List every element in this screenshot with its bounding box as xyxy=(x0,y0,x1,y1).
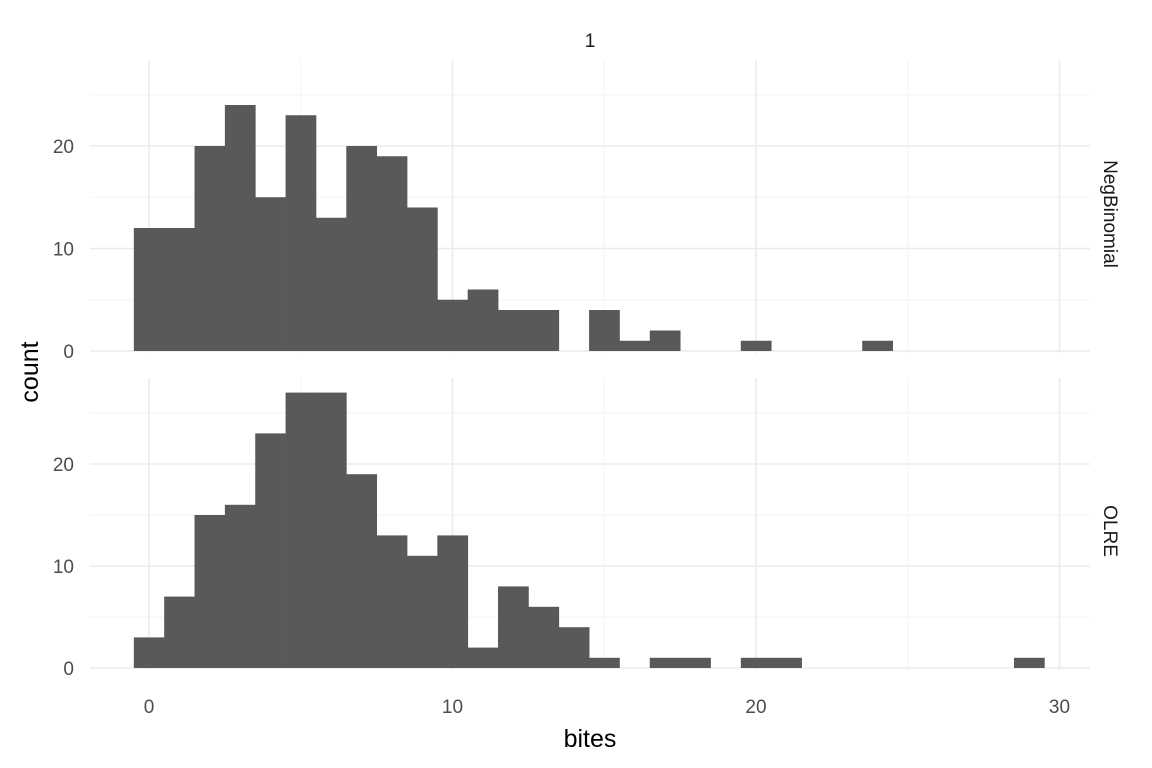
histogram-bar xyxy=(437,299,469,351)
histogram-bar xyxy=(498,586,529,668)
histogram-bar xyxy=(649,657,681,668)
histogram-bar xyxy=(649,330,681,351)
histogram-bar xyxy=(194,515,226,668)
histogram-bar xyxy=(255,197,286,351)
y-axis-title: count xyxy=(16,341,44,402)
histogram-bar xyxy=(1013,657,1045,668)
x-tick-label: 0 xyxy=(144,697,155,718)
histogram-bar xyxy=(437,535,469,668)
histogram-bar xyxy=(255,433,286,668)
histogram-bar xyxy=(771,657,802,668)
histogram-bar xyxy=(346,474,378,668)
histogram-bar xyxy=(862,340,893,351)
histogram-bar xyxy=(285,115,317,351)
x-tick-label: 10 xyxy=(442,697,463,718)
histogram-bar xyxy=(224,105,256,351)
row-facet-label-negbinomial: NegBinomial xyxy=(1099,160,1120,268)
column-facet-label: 1 xyxy=(585,31,596,52)
histogram-bar xyxy=(498,310,529,351)
x-tick-label: 20 xyxy=(745,697,766,718)
histogram-bar xyxy=(133,637,165,668)
histogram-bar xyxy=(680,657,711,668)
histogram-bar xyxy=(740,657,772,668)
histogram-bar xyxy=(346,146,378,351)
histogram-bar xyxy=(315,392,347,668)
y-tick-label: 20 xyxy=(53,137,74,158)
histogram-bar xyxy=(376,156,408,351)
histogram-bar xyxy=(194,146,226,351)
histogram-bar xyxy=(285,392,317,668)
histogram-bar xyxy=(589,657,620,668)
histogram-bar xyxy=(558,627,590,668)
histogram-bar xyxy=(589,310,620,351)
y-tick-label: 10 xyxy=(53,557,74,578)
histogram-bar xyxy=(619,340,651,351)
row-facet-label-olre: OLRE xyxy=(1099,505,1120,557)
histogram-bar xyxy=(406,207,438,351)
histogram-bar xyxy=(467,289,499,351)
histogram-bar xyxy=(376,535,408,668)
histogram-bar xyxy=(315,217,347,351)
y-tick-label: 0 xyxy=(63,659,74,680)
histogram-bar xyxy=(164,596,195,668)
histogram-bar xyxy=(164,228,195,351)
histogram-bar xyxy=(528,606,560,668)
histogram-bar xyxy=(740,340,772,351)
y-tick-label: 0 xyxy=(63,342,74,363)
histogram-bar xyxy=(406,555,438,668)
y-tick-label: 10 xyxy=(53,240,74,261)
histogram-bar xyxy=(224,504,256,668)
y-tick-label: 20 xyxy=(53,455,74,476)
x-axis-title: bites xyxy=(564,725,617,753)
x-tick-label: 30 xyxy=(1049,697,1070,718)
histogram-bar xyxy=(133,228,165,351)
histogram-bar xyxy=(528,310,560,351)
histogram-bar xyxy=(467,647,499,668)
bars-layer xyxy=(133,105,1045,668)
labels-layer: 0 10 20 0 10 20 0 10 20 30 xyxy=(53,137,1070,718)
